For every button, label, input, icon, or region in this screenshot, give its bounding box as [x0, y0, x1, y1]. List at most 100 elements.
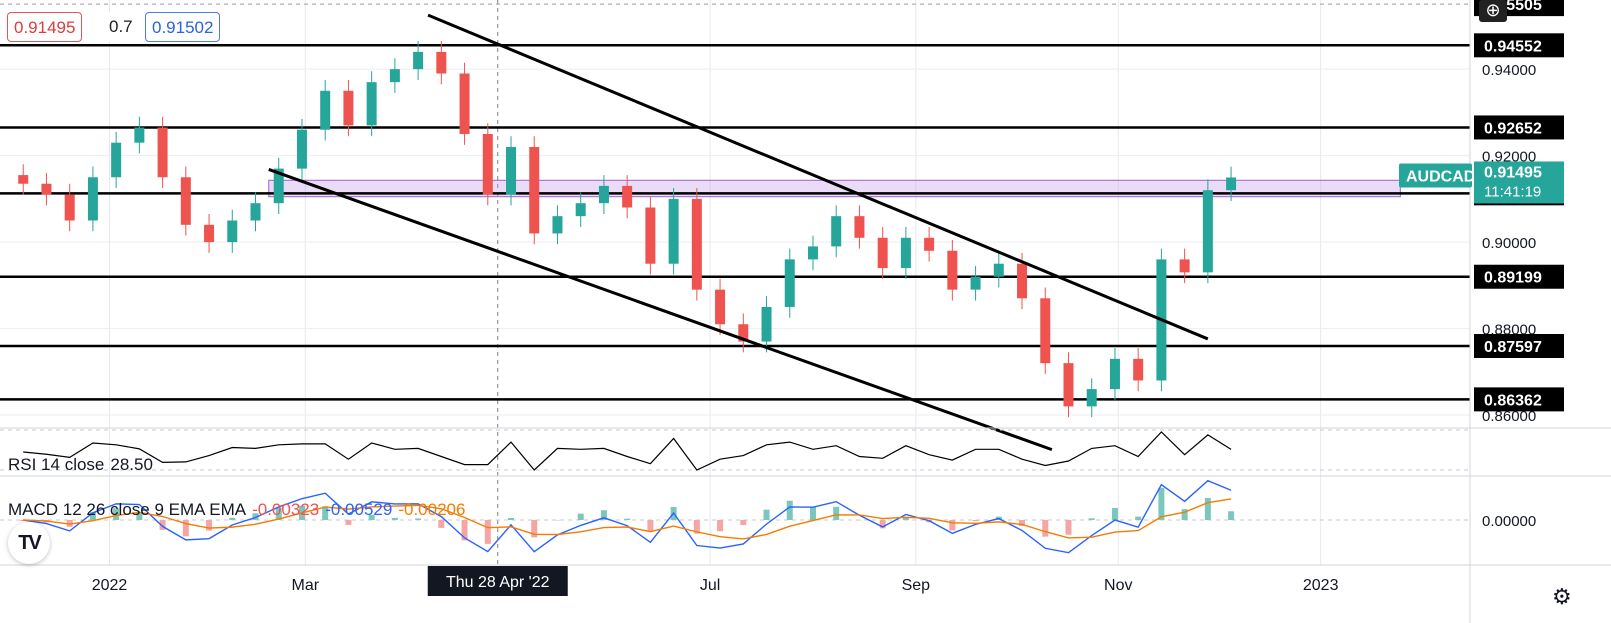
rsi-label: RSI 14 close: [8, 455, 105, 474]
candle-body: [482, 134, 493, 195]
candle-body: [1109, 358, 1120, 390]
macd-hist-bar: [461, 520, 468, 541]
horizontal-levels-layer: [0, 3, 1470, 401]
price-tick-label: 0.90000: [1482, 235, 1536, 252]
candle-body: [575, 203, 586, 217]
plus-circle-icon[interactable]: ⊕: [1479, 0, 1507, 22]
candle-body: [111, 142, 122, 178]
trendline: [268, 168, 1053, 452]
candle-body: [1063, 363, 1074, 407]
macd-hist-bar: [508, 517, 515, 520]
macd-hist-bar: [647, 520, 654, 531]
macd-legend[interactable]: MACD 12 26 close 9 EMA EMA -0.00323 -0.005…: [8, 500, 465, 520]
signal-line: [23, 498, 1232, 540]
macd-hist-bar: [1088, 518, 1095, 520]
candle-body: [366, 82, 377, 126]
price-tick-label: 0.86000: [1482, 408, 1536, 425]
trendline: [427, 13, 1209, 341]
ask-price-badge[interactable]: 0.91502: [145, 12, 221, 42]
level-price-text: 0.87597: [1484, 339, 1542, 356]
candle-body: [691, 198, 702, 290]
macd-hist-bar: [577, 513, 584, 520]
gear-icon[interactable]: ⚙: [1552, 584, 1572, 609]
time-tick-label: 2022: [92, 577, 128, 594]
macd-hist-bar: [902, 517, 909, 520]
candle-body: [296, 129, 307, 169]
macd-hist-bar: [949, 520, 956, 531]
macd-zero-label: 0.00000: [1482, 513, 1536, 530]
candle-body: [157, 127, 168, 178]
candle-body: [900, 237, 911, 269]
macd-hist-bar: [972, 520, 979, 522]
candle-body: [1179, 259, 1190, 273]
macd-hist-bar: [786, 500, 793, 520]
last-price-text: 0.91495: [1484, 164, 1542, 181]
candle-body: [854, 216, 865, 238]
macd-hist-bar: [740, 520, 747, 526]
macd-hist-bar: [1111, 508, 1118, 520]
level-price-tag: [1474, 33, 1564, 58]
candle-body: [784, 259, 795, 307]
candle-body: [993, 263, 1004, 277]
macd-hist-bar: [438, 520, 445, 528]
macd-hist-bar: [229, 517, 236, 520]
macd-hist-bar: [368, 514, 375, 520]
macd-hist-bar: [206, 520, 213, 531]
macd-hist-bar: [275, 507, 282, 520]
candle-body: [134, 127, 145, 143]
macd-hist-bar: [879, 520, 886, 529]
rsi-legend[interactable]: RSI 14 close 28.50: [8, 455, 153, 475]
crosshair-date-tag: [427, 566, 568, 596]
candle-body: [18, 175, 29, 184]
countdown-text: 11:41:19: [1484, 183, 1541, 200]
macd-hist-bar: [809, 506, 816, 520]
candle-body: [552, 216, 563, 234]
candle-body: [41, 183, 52, 195]
macd-hist-bar: [182, 520, 189, 537]
candle-body: [273, 168, 284, 204]
candle-body: [320, 90, 331, 130]
macd-hist-value: -0.00323: [252, 500, 320, 519]
candle-body: [924, 237, 935, 251]
macd-hist-bar: [531, 520, 538, 538]
bid-price-badge[interactable]: 0.91495: [7, 12, 83, 42]
macd-hist-bar: [1135, 516, 1142, 520]
level-price-text: 0.94552: [1484, 38, 1542, 55]
candle-body: [970, 276, 981, 290]
candle-body: [459, 73, 470, 135]
candle-body: [529, 146, 540, 234]
last-price-tag: [1474, 161, 1564, 204]
macd-hist-bar: [1158, 487, 1165, 520]
macd-signal-value: -0.00206: [398, 500, 466, 519]
macd-hist-bar: [1204, 497, 1211, 520]
time-tick-label: Sep: [902, 577, 931, 594]
macd-hist-bar: [763, 509, 770, 520]
candles-layer: [18, 41, 1237, 418]
candle-body: [738, 324, 749, 342]
candle-body: [227, 220, 238, 243]
macd-hist-bar: [833, 506, 840, 520]
level-price-text: 0.89199: [1484, 270, 1542, 287]
level-price-tag: [1474, 387, 1564, 412]
level-price-tag: [1474, 264, 1564, 289]
candle-body: [668, 198, 679, 264]
tradingview-logo-icon[interactable]: TV: [8, 522, 50, 564]
candle-body: [598, 185, 609, 204]
macd-line-value: -0.00529: [325, 500, 393, 519]
chart-grid: [0, 0, 1470, 565]
candle-body: [645, 207, 656, 264]
price-tick-label: 0.94000: [1482, 62, 1536, 79]
macd-hist-bar: [113, 508, 120, 520]
macd-hist-bar: [1065, 520, 1072, 535]
macd-hist-bar: [624, 518, 631, 520]
macd-hist-bar: [159, 520, 166, 530]
macd-hist-bar: [345, 520, 352, 525]
candle-body: [877, 237, 888, 269]
macd-hist-bar: [322, 506, 329, 520]
macd-hist-bar: [1019, 520, 1026, 527]
level-price-tag: [1474, 115, 1564, 140]
macd-label: MACD 12 26 close 9 EMA EMA: [8, 500, 247, 519]
macd-hist-bar: [1181, 509, 1188, 520]
